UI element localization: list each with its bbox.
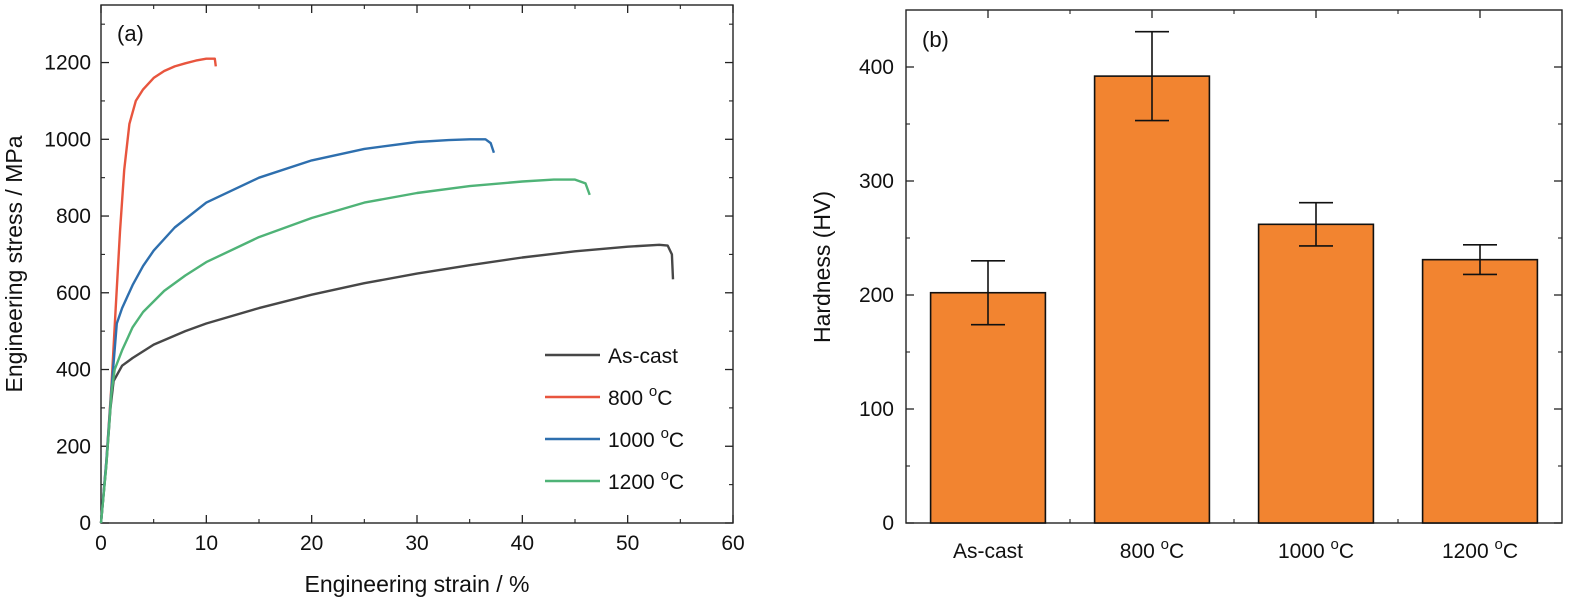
- x-tick-label: 60: [721, 532, 744, 555]
- bar-0: [929, 291, 1047, 524]
- y-tick-label: 0: [79, 512, 91, 535]
- legend-label: As-cast: [608, 345, 678, 368]
- bar-1: [1093, 75, 1211, 524]
- x-tick-label: 0: [95, 532, 107, 555]
- y-tick-label: 200: [56, 435, 91, 458]
- y-axis-title: Engineering stress / MPa: [1, 135, 27, 392]
- bar-2: [1257, 223, 1375, 524]
- series-line-1: [99, 57, 217, 524]
- series-lines: [99, 57, 675, 524]
- legend: As-cast 800 oC 1000 oC 1200 oC: [545, 345, 684, 494]
- x-tick-label: 30: [405, 532, 428, 555]
- x-category-label: 1000 oC: [1278, 536, 1354, 563]
- x-category-label: As-cast: [953, 540, 1023, 563]
- y-tick-label: 600: [56, 282, 91, 305]
- x-tick-label: 10: [195, 532, 218, 555]
- panel-label: (a): [117, 21, 144, 46]
- bar-3: [1421, 258, 1539, 524]
- y-tick-label: 1200: [44, 52, 91, 75]
- y-tick-label: 800: [56, 205, 91, 228]
- series-line-3: [99, 178, 591, 524]
- y-tick-label: 400: [56, 359, 91, 382]
- y-tick-label: 400: [859, 56, 894, 79]
- x-tick-label: 50: [616, 532, 639, 555]
- x-category-label: 1200 oC: [1442, 536, 1518, 563]
- legend-label: 1200 oC: [608, 467, 684, 494]
- panel-label: (b): [922, 27, 949, 52]
- hardness-bar-chart: 0 100 200 300 400 As-cast 800 oC 1000 oC 1200 o…: [809, 9, 1563, 563]
- x-tick-label: 20: [300, 532, 323, 555]
- bars: As-cast 800 oC 1000 oC 1200 oC: [929, 30, 1539, 563]
- y-tick-label: 200: [859, 284, 894, 307]
- y-tick-label: 1000: [44, 128, 91, 151]
- axis-ticks: 0 100 200 300 400: [859, 10, 1562, 535]
- legend-label: 800 oC: [608, 383, 672, 410]
- x-axis-title: Engineering strain / %: [304, 571, 529, 597]
- y-axis-title: Hardness (HV): [809, 191, 835, 343]
- y-tick-label: 100: [859, 398, 894, 421]
- x-category-label: 800 oC: [1120, 536, 1184, 563]
- y-tick-label: 300: [859, 170, 894, 193]
- y-tick-label: 0: [882, 512, 894, 535]
- series-line-2: [99, 138, 496, 524]
- legend-label: 1000 oC: [608, 425, 684, 452]
- x-tick-label: 40: [511, 532, 534, 555]
- series-line-0: [99, 243, 675, 524]
